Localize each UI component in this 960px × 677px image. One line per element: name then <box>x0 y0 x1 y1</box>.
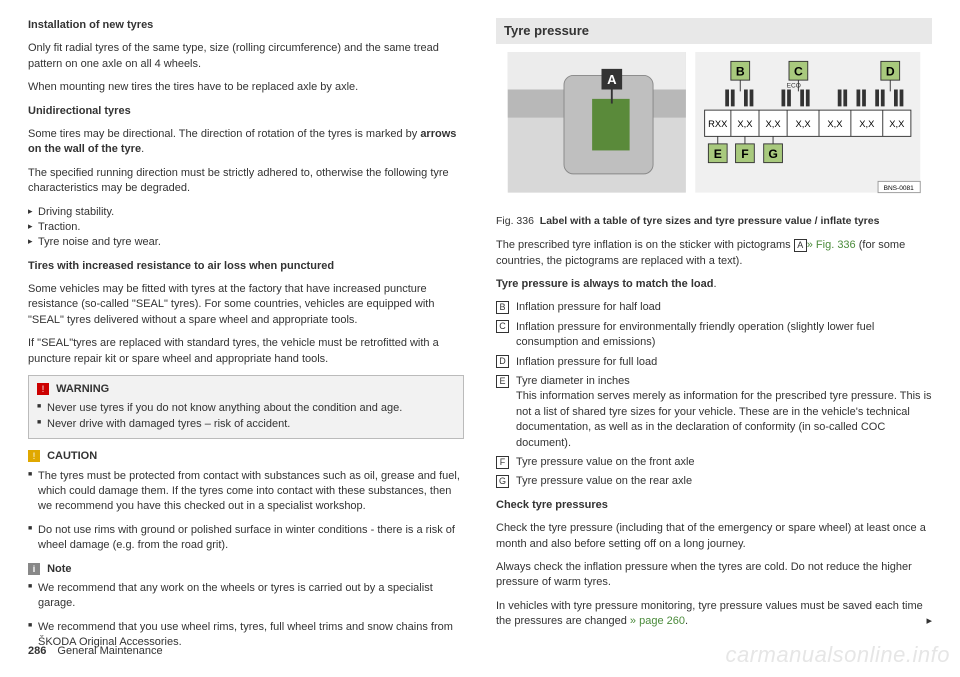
left-column: Installation of new tyres Only fit radia… <box>28 18 464 640</box>
def-D: Inflation pressure for full load <box>516 355 932 370</box>
p-installation-2: When mounting new tires the tires have t… <box>28 80 464 95</box>
p-check-1: Check the tyre pressure (including that … <box>496 521 932 552</box>
warning-item-1: Never use tyres if you do not know anyth… <box>37 401 455 416</box>
bullet-stability: Driving stability. <box>28 205 464 220</box>
p-check-2: Always check the inflation pressure when… <box>496 560 932 591</box>
svg-text:X,X: X,X <box>796 119 812 129</box>
note-label: Note <box>47 563 71 575</box>
caution-icon: ! <box>28 450 40 462</box>
svg-text:G: G <box>768 147 777 161</box>
def-E: Tyre diameter in inchesThis information … <box>516 374 932 451</box>
svg-text:C: C <box>794 65 803 79</box>
svg-text:X,X: X,X <box>827 119 843 129</box>
warning-label: WARNING <box>56 383 109 395</box>
p-unidirectional: Some tires may be directional. The direc… <box>28 127 464 158</box>
caution-item-1: The tyres must be protected from contact… <box>28 469 464 515</box>
fig-caption: Fig. 336 Label with a table of tyre size… <box>496 214 932 229</box>
caution-label: CAUTION <box>47 450 97 462</box>
section-title: Tyre pressure <box>496 18 932 44</box>
p-match-load: Tyre pressure is always to match the loa… <box>496 277 932 292</box>
svg-text:F: F <box>741 147 748 161</box>
svg-text:X,X: X,X <box>859 119 875 129</box>
def-B: Inflation pressure for half load <box>516 300 932 315</box>
def-C: Inflation pressure for environmentally f… <box>516 320 932 351</box>
p-check-3: In vehicles with tyre pressure monitorin… <box>496 599 932 630</box>
note-icon: i <box>28 563 40 575</box>
heading-installation: Installation of new tyres <box>28 18 464 33</box>
def-G: Tyre pressure value on the rear axle <box>516 474 932 489</box>
note-item-1: We recommend that any work on the wheels… <box>28 581 464 612</box>
svg-text:RXX: RXX <box>708 119 728 129</box>
def-F: Tyre pressure value on the front axle <box>516 455 932 470</box>
section-name: General Maintenance <box>57 645 162 657</box>
p-seal-1: Some vehicles may be fitted with tyres a… <box>28 282 464 328</box>
heading-unidirectional: Unidirectional tyres <box>28 104 464 119</box>
svg-text:D: D <box>886 65 895 79</box>
svg-text:X,X: X,X <box>737 119 753 129</box>
svg-text:X,X: X,X <box>889 119 905 129</box>
svg-text:BNS-0081: BNS-0081 <box>884 185 915 192</box>
heading-check: Check tyre pressures <box>496 498 932 513</box>
watermark: carmanualsonline.info <box>725 640 950 671</box>
svg-text:A: A <box>607 72 617 87</box>
warning-item-2: Never drive with damaged tyres – risk of… <box>37 417 455 432</box>
page-number: 286 <box>28 645 46 657</box>
continuation-arrow: ▸ <box>926 614 932 629</box>
p-prescribed: The prescribed tyre inflation is on the … <box>496 238 932 269</box>
svg-text:E: E <box>714 147 722 161</box>
warning-box: ! WARNING Never use tyres if you do not … <box>28 375 464 439</box>
bullet-noise: Tyre noise and tyre wear. <box>28 235 464 250</box>
bullet-traction: Traction. <box>28 220 464 235</box>
svg-text:B: B <box>736 65 745 79</box>
figure-336: A ECO <box>496 52 932 207</box>
p-running-direction: The specified running direction must be … <box>28 166 464 197</box>
p-installation-1: Only fit radial tyres of the same type, … <box>28 41 464 72</box>
svg-text:X,X: X,X <box>766 119 782 129</box>
warning-icon: ! <box>37 383 49 395</box>
p-seal-2: If "SEAL"tyres are replaced with standar… <box>28 336 464 367</box>
heading-seal: Tires with increased resistance to air l… <box>28 259 464 274</box>
page-footer: 286 General Maintenance <box>28 644 163 659</box>
caution-item-2: Do not use rims with ground or polished … <box>28 523 464 554</box>
degraded-list: Driving stability. Traction. Tyre noise … <box>28 205 464 251</box>
right-column: Tyre pressure A <box>496 18 932 640</box>
key-definitions: BInflation pressure for half load CInfla… <box>496 300 932 489</box>
